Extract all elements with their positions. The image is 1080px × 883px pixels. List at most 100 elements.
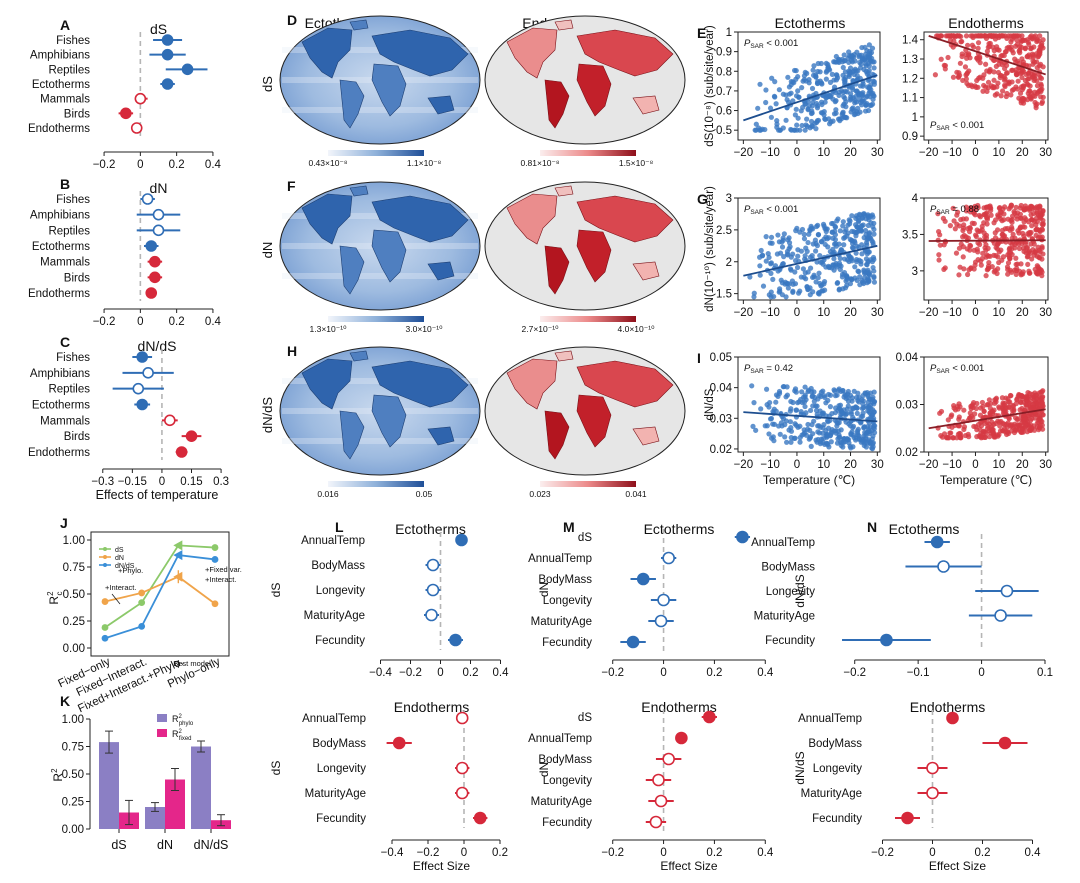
- data-point: [956, 416, 962, 422]
- data-point: [757, 272, 763, 278]
- data-point: [815, 231, 822, 238]
- x-tick-label: 0: [137, 316, 143, 328]
- data-point: [797, 229, 803, 235]
- data-point: [1025, 261, 1031, 268]
- data-point: [1018, 261, 1024, 267]
- data-point: [822, 116, 828, 122]
- data-point: [955, 431, 962, 437]
- data-point: [1037, 207, 1043, 213]
- data-point: [981, 82, 987, 89]
- continent-endo: [554, 19, 574, 31]
- data-point: [763, 99, 769, 106]
- data-point: [852, 275, 858, 281]
- y-tick-label: 2: [726, 257, 732, 269]
- y-tick-label: 2.5: [716, 225, 732, 237]
- colorbar-ecto-min: 0.016: [317, 489, 339, 499]
- data-point: [830, 235, 836, 241]
- continent-ecto: [371, 360, 469, 408]
- data-point: [859, 215, 866, 221]
- data-point: [807, 227, 813, 233]
- data-point: [1019, 74, 1025, 81]
- colorbar-endo-max: 1.5×10⁻⁸: [619, 158, 654, 168]
- data-point: [1025, 231, 1031, 237]
- data-point: [790, 251, 796, 257]
- data-point: [1038, 75, 1045, 82]
- panel-title: dN/dS: [138, 338, 177, 354]
- data-point: [846, 217, 852, 223]
- data-point: [827, 404, 834, 410]
- panel-letter: H: [287, 343, 297, 359]
- data-point: [964, 42, 971, 48]
- data-point: [991, 77, 997, 83]
- series-marker: [211, 556, 219, 563]
- data-point: [1030, 210, 1037, 217]
- data-point: [859, 413, 866, 419]
- data-point: [1030, 93, 1036, 99]
- data-point: [1023, 401, 1029, 408]
- series-line: [104, 544, 216, 629]
- y-tick-label: 3: [726, 193, 732, 205]
- data-point: [842, 58, 848, 64]
- data-point: [1039, 256, 1045, 262]
- data-point: [780, 237, 786, 243]
- continent-endo: [554, 185, 574, 197]
- data-point: [844, 282, 850, 288]
- data-point: [832, 393, 839, 399]
- data-point: [974, 427, 980, 433]
- panel-y-label: dN/dS: [793, 574, 807, 607]
- data-point: [985, 265, 992, 271]
- scatter-row-E: EdS(10⁻⁸) (sub/site/year) 0.5 0.6 0.7 0.8 0.9…: [697, 25, 1052, 159]
- data-point: [1013, 70, 1019, 76]
- data-point: [804, 116, 810, 122]
- data-point: [868, 257, 874, 263]
- data-point: [849, 228, 855, 234]
- estimate-point: [662, 752, 675, 766]
- x-tick-label: 0.2: [492, 847, 508, 859]
- data-point: [807, 292, 813, 298]
- data-point: [819, 282, 825, 288]
- bar: [99, 742, 119, 829]
- data-point: [831, 256, 837, 262]
- data-point: [1030, 247, 1036, 253]
- data-point: [843, 99, 849, 105]
- data-point: [802, 403, 808, 410]
- data-point: [856, 394, 862, 401]
- data-point: [963, 216, 970, 222]
- data-point: [763, 234, 769, 240]
- data-point: [858, 228, 865, 234]
- row-label: Longevity: [813, 763, 862, 775]
- data-point: [793, 68, 799, 74]
- data-point: [971, 44, 977, 50]
- data-point: [871, 275, 877, 281]
- x-tick-label: 10: [992, 459, 1005, 471]
- x-tick-label: 10: [992, 307, 1005, 319]
- y-tick-label: 3.5: [902, 229, 918, 241]
- scatter-y-label: dS(10⁻⁸) (sub/site/year): [704, 25, 716, 147]
- x-tick-label: −0.4: [381, 847, 404, 859]
- x-tick-label: 30: [1039, 459, 1052, 471]
- data-point: [1005, 266, 1011, 273]
- data-point: [834, 280, 841, 286]
- data-point: [803, 122, 809, 128]
- plot-frame: [923, 197, 1049, 301]
- data-point: [814, 411, 820, 418]
- data-point: [773, 399, 779, 405]
- estimate-point: [455, 533, 468, 547]
- legend-swatch-dot: [103, 547, 107, 551]
- scatter-col-title-ecto: Ectotherms: [775, 15, 846, 31]
- data-point: [827, 248, 833, 255]
- x-tick-label: dN/dS: [194, 838, 229, 852]
- data-point: [977, 412, 984, 418]
- y-tick-label: 1.5: [716, 289, 732, 301]
- data-point: [979, 399, 986, 406]
- data-point: [960, 244, 966, 250]
- data-point: [813, 407, 820, 414]
- x-tick-label: 0: [137, 159, 143, 171]
- data-point: [820, 221, 827, 227]
- data-point: [1013, 255, 1019, 261]
- x-tick-label: dN: [157, 838, 173, 852]
- row-label: Ectotherms: [32, 241, 90, 253]
- data-point: [1039, 221, 1045, 227]
- estimate-point: [662, 551, 675, 565]
